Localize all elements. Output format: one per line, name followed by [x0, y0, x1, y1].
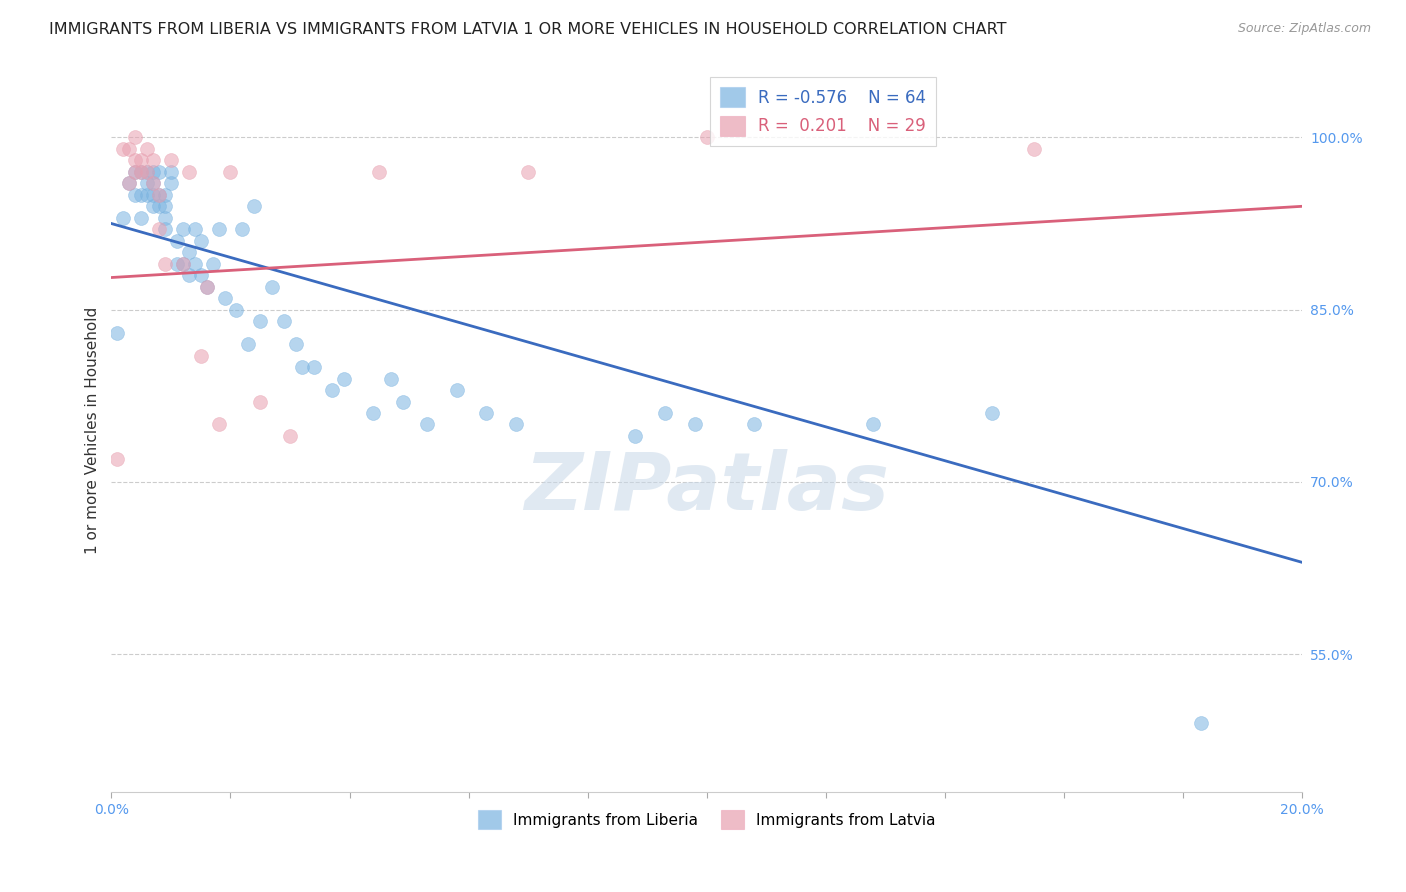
Point — [416, 417, 439, 432]
Point — [172, 222, 194, 236]
Point — [129, 211, 152, 225]
Point — [153, 199, 176, 213]
Point — [148, 165, 170, 179]
Point — [654, 406, 676, 420]
Point — [392, 394, 415, 409]
Point — [136, 142, 159, 156]
Point — [160, 177, 183, 191]
Point — [517, 165, 540, 179]
Point — [124, 165, 146, 179]
Point — [129, 165, 152, 179]
Point — [284, 337, 307, 351]
Text: ZIPatlas: ZIPatlas — [524, 449, 889, 527]
Point — [160, 165, 183, 179]
Point — [142, 165, 165, 179]
Point — [190, 268, 212, 283]
Point — [742, 417, 765, 432]
Point — [136, 165, 159, 179]
Point — [118, 142, 141, 156]
Point — [505, 417, 527, 432]
Point — [177, 268, 200, 283]
Text: IMMIGRANTS FROM LIBERIA VS IMMIGRANTS FROM LATVIA 1 OR MORE VEHICLES IN HOUSEHOL: IMMIGRANTS FROM LIBERIA VS IMMIGRANTS FR… — [49, 22, 1007, 37]
Point — [129, 165, 152, 179]
Point — [112, 142, 135, 156]
Legend: Immigrants from Liberia, Immigrants from Latvia: Immigrants from Liberia, Immigrants from… — [471, 804, 942, 835]
Point — [981, 406, 1004, 420]
Point — [136, 165, 159, 179]
Point — [177, 245, 200, 260]
Point — [190, 234, 212, 248]
Point — [153, 187, 176, 202]
Point — [124, 165, 146, 179]
Point — [475, 406, 498, 420]
Point — [238, 337, 260, 351]
Point — [862, 417, 884, 432]
Point — [153, 211, 176, 225]
Point — [624, 429, 647, 443]
Point — [273, 314, 295, 328]
Point — [696, 130, 718, 145]
Point — [201, 257, 224, 271]
Point — [214, 291, 236, 305]
Point — [321, 383, 343, 397]
Point — [118, 177, 141, 191]
Y-axis label: 1 or more Vehicles in Household: 1 or more Vehicles in Household — [86, 307, 100, 554]
Point — [153, 257, 176, 271]
Point — [184, 257, 207, 271]
Text: Source: ZipAtlas.com: Source: ZipAtlas.com — [1237, 22, 1371, 36]
Point — [184, 222, 207, 236]
Point — [446, 383, 468, 397]
Point — [105, 326, 128, 340]
Point — [105, 452, 128, 467]
Point — [153, 222, 176, 236]
Point — [166, 234, 188, 248]
Point — [683, 417, 706, 432]
Point — [129, 153, 152, 168]
Point — [124, 130, 146, 145]
Point — [112, 211, 135, 225]
Point — [262, 279, 284, 293]
Point — [118, 177, 141, 191]
Point — [380, 371, 402, 385]
Point — [368, 165, 391, 179]
Point — [142, 187, 165, 202]
Point — [332, 371, 354, 385]
Point — [207, 417, 229, 432]
Point — [278, 429, 301, 443]
Point — [249, 394, 271, 409]
Point — [225, 302, 247, 317]
Point — [142, 153, 165, 168]
Point — [190, 349, 212, 363]
Point — [172, 257, 194, 271]
Point — [302, 360, 325, 375]
Point — [136, 177, 159, 191]
Point — [160, 153, 183, 168]
Point — [1189, 716, 1212, 731]
Point — [177, 165, 200, 179]
Point — [142, 177, 165, 191]
Point — [172, 257, 194, 271]
Point — [148, 187, 170, 202]
Point — [249, 314, 271, 328]
Point — [166, 257, 188, 271]
Point — [231, 222, 253, 236]
Point — [148, 199, 170, 213]
Point — [136, 187, 159, 202]
Point — [219, 165, 242, 179]
Point — [142, 199, 165, 213]
Point — [124, 153, 146, 168]
Point — [363, 406, 385, 420]
Point — [148, 187, 170, 202]
Point — [1022, 142, 1045, 156]
Point — [148, 222, 170, 236]
Point — [195, 279, 218, 293]
Point — [124, 187, 146, 202]
Point — [142, 177, 165, 191]
Point — [207, 222, 229, 236]
Point — [243, 199, 266, 213]
Point — [129, 187, 152, 202]
Point — [195, 279, 218, 293]
Point — [291, 360, 314, 375]
